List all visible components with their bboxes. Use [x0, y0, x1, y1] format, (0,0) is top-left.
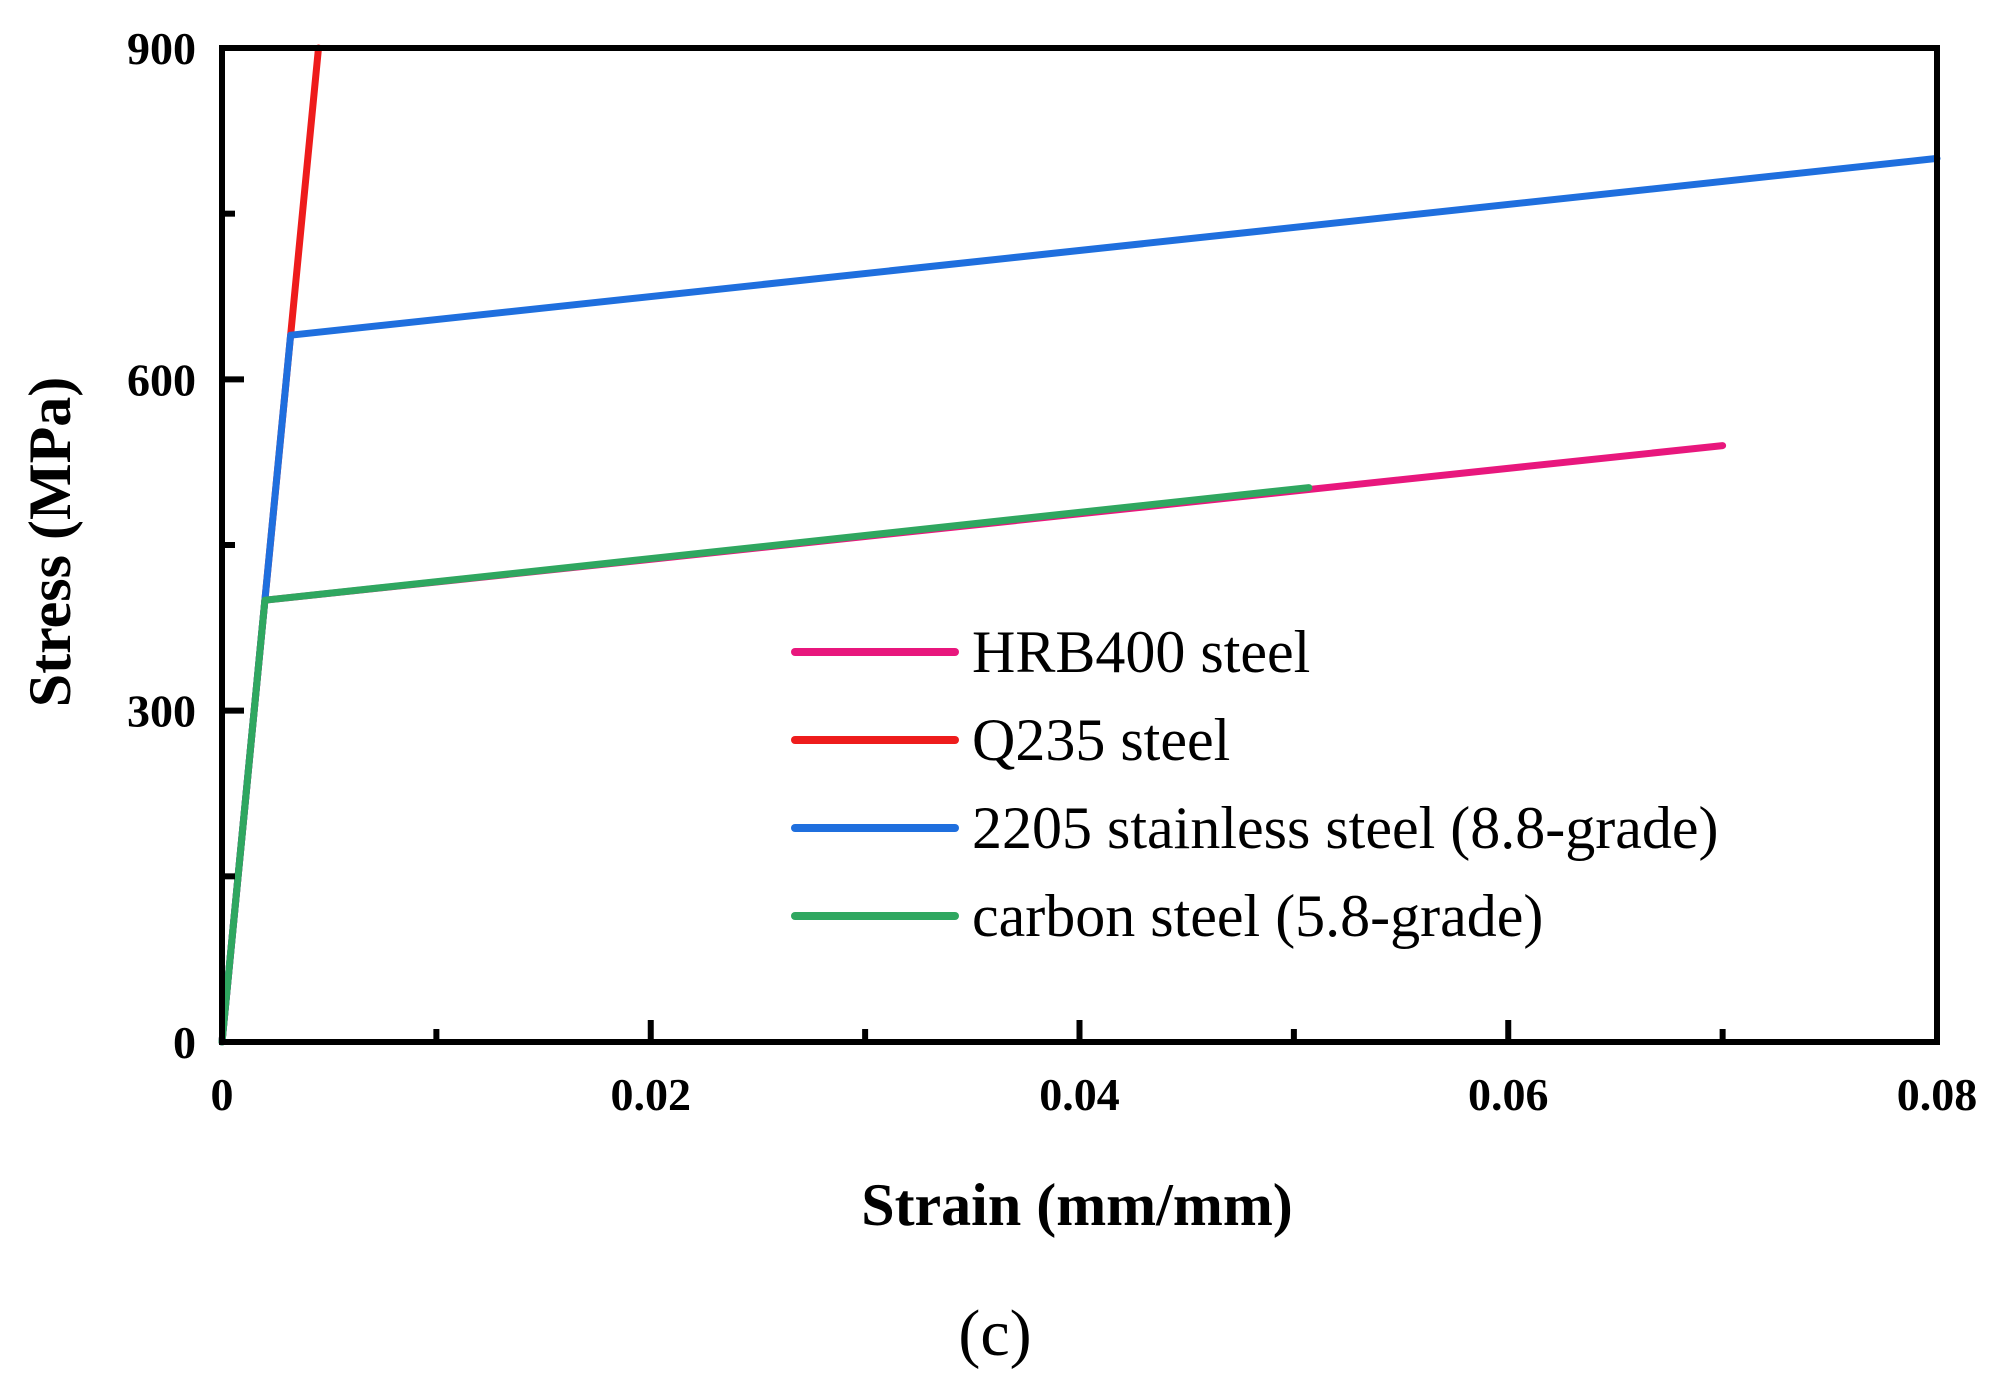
y-axis-title: Stress (MPa)	[17, 377, 83, 707]
x-tick-label: 0.04	[1039, 1069, 1120, 1120]
y-tick-label: 900	[127, 23, 196, 74]
x-tick-label: 0.08	[1897, 1069, 1978, 1120]
legend-label-3: carbon steel (5.8-grade)	[972, 883, 1543, 949]
legend-label-2: 2205 stainless steel (8.8-grade)	[972, 795, 1718, 861]
figure-caption: (c)	[958, 1297, 1031, 1370]
label-layer: 0 0.02 0.04 0.06 0.08 0 300 600 900	[127, 23, 1977, 1120]
x-tick-label: 0	[211, 1069, 234, 1120]
x-axis-title: Strain (mm/mm)	[861, 1172, 1293, 1238]
series-line-3	[218, 484, 1313, 1046]
x-tick-label: 0.06	[1468, 1069, 1549, 1120]
x-tick-label: 0.02	[611, 1069, 692, 1120]
y-tick-label: 300	[127, 686, 196, 737]
legend: HRB400 steel Q235 steel 2205 stainless ste…	[791, 619, 1718, 949]
y-tick-label: 0	[173, 1017, 196, 1068]
y-tick-label: 600	[127, 354, 196, 405]
legend-label-0: HRB400 steel	[972, 619, 1310, 685]
series-layer	[218, 44, 1941, 1046]
tick-layer	[219, 45, 1940, 1045]
legend-label-1: Q235 steel	[972, 707, 1230, 773]
